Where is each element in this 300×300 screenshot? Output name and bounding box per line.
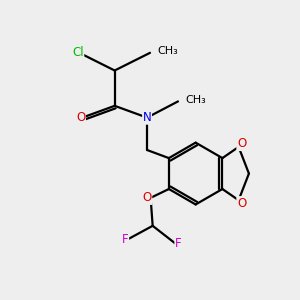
Text: CH₃: CH₃ bbox=[158, 46, 178, 56]
Text: O: O bbox=[237, 196, 246, 210]
Text: N: N bbox=[143, 111, 152, 124]
Text: O: O bbox=[76, 111, 86, 124]
Text: Cl: Cl bbox=[72, 46, 84, 59]
Text: O: O bbox=[237, 137, 246, 151]
Text: O: O bbox=[142, 191, 152, 204]
Text: F: F bbox=[122, 232, 129, 246]
Text: CH₃: CH₃ bbox=[185, 95, 206, 105]
Text: F: F bbox=[175, 237, 181, 250]
